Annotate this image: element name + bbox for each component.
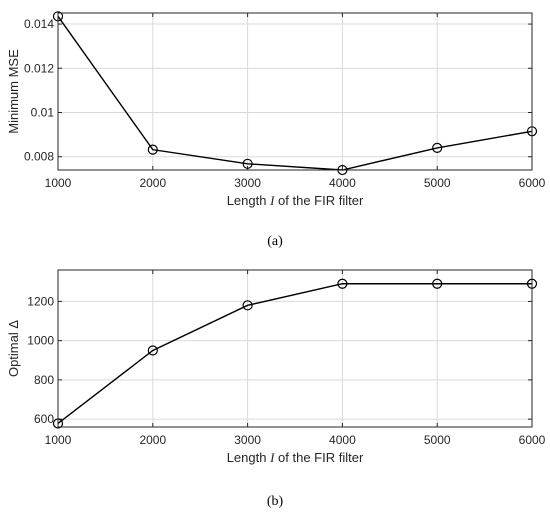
chart-panel-a: 1000 2000 3000 4000 5000 6000 0.008 0.01 0.012 0.… xyxy=(6,11,546,249)
x-tick-label: 4000 xyxy=(329,433,356,447)
x-tick-label: 6000 xyxy=(519,433,546,447)
chart-panel-b: 1000 2000 3000 4000 5000 6000 600 800 1000 1200 Le… xyxy=(6,269,546,509)
series-line xyxy=(57,283,532,425)
x-axis-label-variable: I xyxy=(269,450,275,465)
x-tick-label: 2000 xyxy=(139,433,166,447)
y-tick-label: 0.008 xyxy=(24,150,54,164)
y-tick-label: 800 xyxy=(34,373,54,387)
data-point xyxy=(147,144,158,155)
plot-frame xyxy=(57,12,533,171)
x-axis-label-text: Length xyxy=(227,450,270,465)
figure-caption: (a) xyxy=(267,234,283,249)
y-axis-label: Minimum MSE xyxy=(6,49,21,134)
data-point xyxy=(337,278,348,289)
y-axis-label: Optimal Δ xyxy=(6,320,21,377)
y-tick-label: 0.012 xyxy=(24,61,54,75)
x-tick-label: 3000 xyxy=(234,176,261,190)
plot-frame xyxy=(57,269,533,428)
x-tick-label: 4000 xyxy=(329,176,356,190)
y-tick-label: 0.014 xyxy=(24,17,54,31)
series-line xyxy=(57,15,533,171)
data-point xyxy=(242,300,253,311)
data-point xyxy=(432,278,443,289)
y-tick-label: 600 xyxy=(34,412,54,426)
x-tick-label: 1000 xyxy=(45,433,72,447)
y-tick-label: 1000 xyxy=(27,334,54,348)
x-axis-label: Length I of the FIR filter xyxy=(227,193,364,208)
x-axis-label-text: of the FIR filter xyxy=(274,193,364,208)
x-axis-label: Length I of the FIR filter xyxy=(227,450,364,465)
y-tick-label: 1200 xyxy=(27,294,54,308)
x-tick-label: 3000 xyxy=(234,433,261,447)
x-axis-label-text: of the FIR filter xyxy=(274,450,364,465)
x-tick-label: 5000 xyxy=(424,176,451,190)
x-tick-label: 5000 xyxy=(424,433,451,447)
x-tick-label: 1000 xyxy=(45,176,72,190)
data-point xyxy=(432,142,443,153)
data-point xyxy=(147,345,158,356)
x-tick-label: 2000 xyxy=(139,176,166,190)
y-tick-label: 0.01 xyxy=(31,106,55,120)
figure-caption: (b) xyxy=(267,494,284,509)
x-axis-label-text: Length xyxy=(227,193,270,208)
data-point xyxy=(242,158,253,169)
x-axis-label-variable: I xyxy=(269,193,275,208)
x-tick-label: 6000 xyxy=(519,176,546,190)
